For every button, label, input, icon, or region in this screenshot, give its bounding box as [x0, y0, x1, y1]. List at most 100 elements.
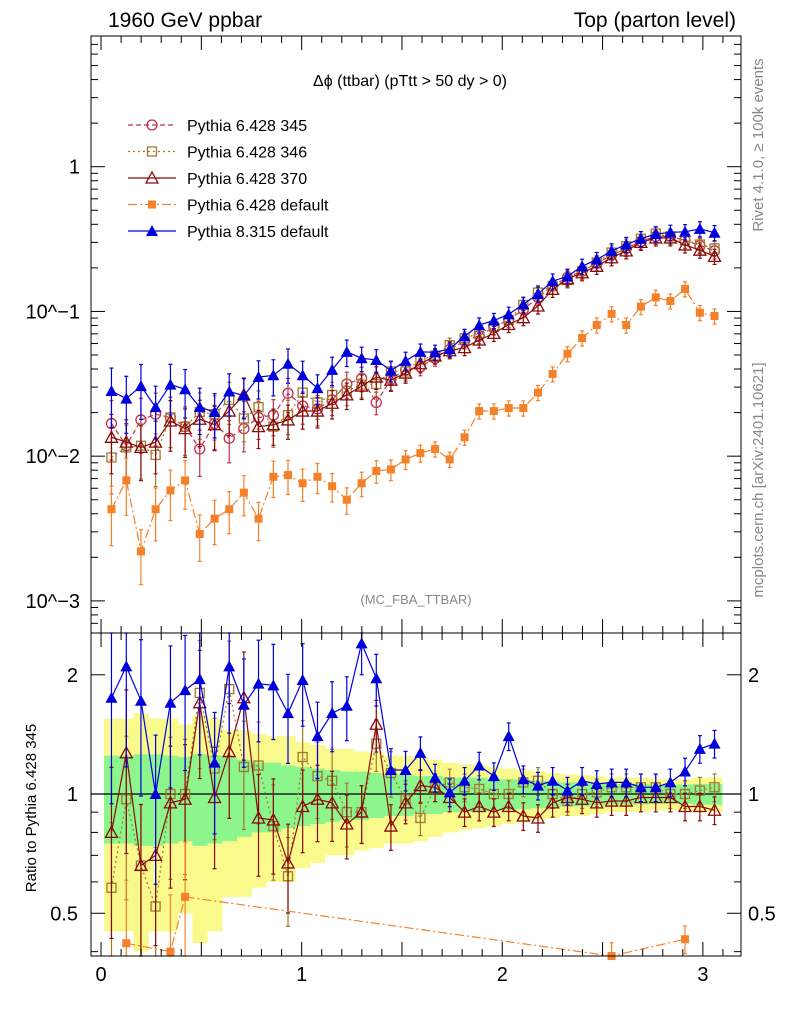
ratio-series-4-point — [252, 677, 265, 689]
ratio-series-4-point — [649, 781, 662, 793]
main-series-3-point — [486, 326, 501, 340]
ratio-series-2-point — [295, 799, 310, 813]
process-label: Top (parton level) — [574, 9, 736, 32]
main-series-3-point — [251, 419, 266, 433]
analysis-watermark: (MC_FBA_TTBAR) — [360, 592, 471, 607]
ratio-panel: Ratio to Pythia 6.428 345 2 2 1 1 0.5 0.5 0 1 2 3 — [23, 36, 776, 986]
main-series-4-point — [651, 293, 660, 302]
ratio-series-4-point — [149, 788, 162, 800]
main-series-3-point — [677, 237, 693, 251]
ratio-series-3-point — [122, 939, 131, 948]
ratio-series-4-point — [708, 737, 721, 749]
main-series-4-point — [666, 297, 675, 306]
main-series-5-point — [399, 354, 412, 366]
main-series-4-point — [592, 321, 601, 330]
band-inner — [192, 754, 208, 846]
main-series-3-point — [369, 369, 384, 383]
ratio-series-2-point — [266, 812, 281, 826]
main-series-5-point — [693, 222, 706, 234]
ratio-series-1-point — [297, 751, 308, 763]
main-series-3-point — [472, 332, 487, 346]
main-series-5-point — [502, 308, 515, 320]
main-series-5-point — [267, 369, 280, 381]
main-y-tick-label: 10^−2 — [26, 446, 80, 468]
main-series-1-point — [370, 396, 382, 409]
ratio-series-4-point — [282, 707, 295, 719]
ratio-series-4-point — [693, 742, 706, 754]
main-series-5-point — [311, 382, 324, 394]
main-series-4-point — [225, 505, 234, 514]
main-series-4-point — [151, 505, 160, 514]
ratio-y-tick-label: 2 — [67, 665, 78, 687]
ratio-series-2-point — [163, 795, 178, 809]
main-y-tick-label: 1 — [69, 157, 80, 179]
main-series-4-point — [386, 465, 395, 474]
main-series-5-point — [384, 364, 397, 376]
main-series-5-point — [414, 345, 427, 357]
main-series-5-point — [149, 401, 162, 413]
ratio-series-2-point — [648, 790, 663, 804]
main-series-4-point — [284, 471, 293, 480]
main-series-4-point — [269, 472, 278, 481]
main-series-3-point — [148, 434, 163, 448]
main-series-3-point — [501, 317, 516, 331]
ratio-series-4-point — [634, 781, 647, 793]
legend-label-1: Pythia 6.428 345 — [187, 118, 307, 135]
ratio-series-2-point — [133, 858, 149, 872]
main-series-3-point — [280, 412, 296, 426]
ratio-series-4-group — [105, 632, 721, 885]
ratio-series-4-point — [679, 765, 692, 777]
ratio-series-2-point — [589, 795, 604, 809]
main-series-5-point — [664, 226, 677, 238]
main-series-5-point — [326, 363, 339, 375]
ratio-series-4-point — [223, 660, 236, 672]
ratio-series-4-point — [502, 730, 515, 742]
main-series-3-point — [530, 298, 546, 312]
ratio-y-tick-label-right: 2 — [748, 665, 759, 687]
ratio-series-4-point — [473, 759, 486, 771]
main-series-4-point — [122, 476, 131, 485]
main-series-3-point — [383, 372, 399, 386]
ratio-series-2-point — [707, 802, 722, 816]
main-series-4-point — [357, 479, 366, 488]
ratio-series-2-point — [516, 808, 531, 822]
ratio-series-2-point — [280, 855, 296, 869]
main-series-4-point — [298, 479, 307, 488]
main-series-4-point — [166, 486, 175, 495]
ratio-y-tick-label: 0.5 — [50, 903, 78, 925]
ratio-series-2-point — [339, 816, 354, 830]
main-series-5-point — [531, 287, 544, 299]
main-series-4-point — [607, 309, 616, 318]
main-series-3-point — [516, 310, 531, 324]
main-series-3-point — [295, 403, 310, 417]
main-series-5-point — [429, 346, 442, 358]
ratio-series-4-point — [267, 679, 280, 691]
main-series-5-point — [237, 389, 250, 401]
main-series-4-point — [548, 369, 557, 378]
ratio-y-tick-label-right: 1 — [748, 784, 759, 806]
main-series-5-point — [708, 226, 721, 238]
ratio-series-4-point — [546, 774, 559, 786]
main-series-5-point — [370, 353, 383, 365]
main-series-4-point — [401, 455, 410, 464]
ratio-series-4-point — [664, 776, 677, 788]
ratio-series-2-point — [663, 790, 678, 804]
main-series-4-point — [195, 529, 204, 538]
main-series-5-point — [134, 380, 147, 392]
main-series-4-point — [416, 449, 425, 458]
main-series-3-point — [177, 421, 193, 435]
main-series-3-point — [119, 434, 134, 448]
main-series-4-point — [504, 404, 513, 413]
legend-label-3: Pythia 6.428 370 — [187, 171, 307, 188]
main-series-3-point — [663, 230, 678, 244]
main-series-4-point — [445, 455, 454, 464]
main-series-5-point — [649, 228, 662, 240]
ratio-series-1-point — [253, 760, 264, 771]
ratio-series-3-point — [181, 892, 190, 901]
main-series-1-group — [105, 228, 721, 482]
main-series-3-point — [692, 242, 707, 256]
main-series-4-point — [563, 349, 572, 358]
main-series-3-point — [604, 250, 619, 264]
ratio-series-2-point — [398, 795, 413, 809]
ratio-series-2-point — [177, 791, 193, 805]
